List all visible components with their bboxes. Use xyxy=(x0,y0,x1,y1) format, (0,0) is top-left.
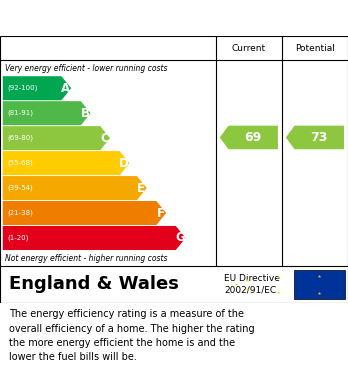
Text: The energy efficiency rating is a measure of the
overall efficiency of a home. T: The energy efficiency rating is a measur… xyxy=(9,309,254,362)
Polygon shape xyxy=(220,126,278,149)
Text: (1-20): (1-20) xyxy=(8,235,29,241)
Text: Not energy efficient - higher running costs: Not energy efficient - higher running co… xyxy=(5,254,168,263)
Polygon shape xyxy=(3,176,147,200)
Text: Energy Efficiency Rating: Energy Efficiency Rating xyxy=(9,11,230,25)
Text: (39-54): (39-54) xyxy=(8,185,33,191)
Text: E: E xyxy=(137,181,145,195)
Polygon shape xyxy=(3,101,90,125)
Text: 73: 73 xyxy=(311,131,328,144)
Text: A: A xyxy=(61,82,70,95)
Polygon shape xyxy=(3,126,110,150)
Text: D: D xyxy=(119,157,129,170)
Text: (81-91): (81-91) xyxy=(8,110,34,117)
Text: Potential: Potential xyxy=(295,43,335,52)
Text: F: F xyxy=(157,206,165,219)
Text: Very energy efficient - lower running costs: Very energy efficient - lower running co… xyxy=(5,64,168,73)
Polygon shape xyxy=(3,76,71,100)
Polygon shape xyxy=(3,226,185,250)
Text: C: C xyxy=(100,132,109,145)
Text: (55-68): (55-68) xyxy=(8,160,33,166)
Text: England & Wales: England & Wales xyxy=(9,275,179,294)
Text: (21-38): (21-38) xyxy=(8,210,33,216)
Text: B: B xyxy=(81,107,90,120)
Text: 69: 69 xyxy=(245,131,262,144)
Polygon shape xyxy=(3,201,166,225)
Polygon shape xyxy=(286,126,344,149)
Polygon shape xyxy=(3,151,129,175)
Text: (69-80): (69-80) xyxy=(8,135,34,142)
Text: Current: Current xyxy=(232,43,266,52)
Text: (92-100): (92-100) xyxy=(8,85,38,91)
Text: G: G xyxy=(175,231,185,244)
Bar xyxy=(294,270,345,300)
Text: EU Directive
2002/91/EC: EU Directive 2002/91/EC xyxy=(224,274,280,295)
